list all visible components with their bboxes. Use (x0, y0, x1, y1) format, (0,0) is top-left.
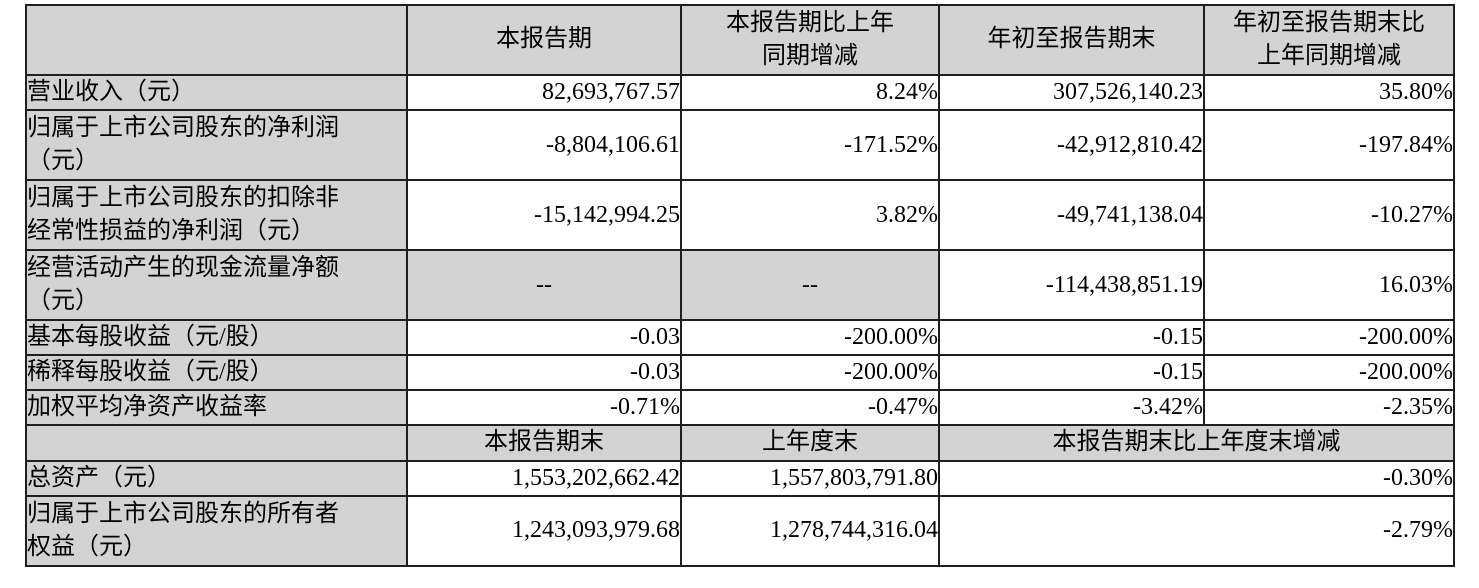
cell-period-end: 1,553,202,662.42 (406, 459, 682, 497)
financial-summary-section: 本报告期 本报告期比上年 同期增减 年初至报告期末 年初至报告期末比 上年同期增… (25, 4, 1455, 567)
cell-ytd-yoy: 16.03% (1203, 249, 1455, 322)
subheader-cell-period-end: 本报告期末 (406, 424, 682, 462)
table-row-weighted-avg-roe: 加权平均净资产收益率 -0.71% -0.47% -3.42% -2.35% (25, 389, 1455, 427)
cell-ytd-yoy: -200.00% (1203, 354, 1455, 392)
subheader-cell-corner (25, 424, 408, 462)
cell-ytd: -42,912,810.42 (938, 109, 1205, 182)
row-label: 加权平均净资产收益率 (25, 389, 408, 427)
cell-ytd-yoy: -200.00% (1203, 319, 1455, 357)
cell-current-period-yoy: 3.82% (680, 179, 940, 252)
cell-current-period: -0.03 (406, 319, 682, 357)
cell-current-period: -15,142,994.25 (406, 179, 682, 252)
cell-current-period: -0.03 (406, 354, 682, 392)
cell-ytd-yoy: -10.27% (1203, 179, 1455, 252)
row-label: 归属于上市公司股东的所有者 权益（元） (25, 494, 408, 567)
table-row-operating-cash-flow: 经营活动产生的现金流量净额 （元） -- -- -114,438,851.19 … (25, 249, 1455, 322)
row-label: 稀释每股收益（元/股） (25, 354, 408, 392)
cell-ytd: -114,438,851.19 (938, 249, 1205, 322)
row-label: 基本每股收益（元/股） (25, 319, 408, 357)
cell-prior-year-end: 1,278,744,316.04 (680, 494, 940, 567)
table-row-revenue: 营业收入（元） 82,693,767.57 8.24% 307,526,140.… (25, 73, 1455, 112)
row-label: 总资产（元） (25, 459, 408, 497)
row-label: 归属于上市公司股东的扣除非 经常性损益的净利润（元） (25, 179, 408, 252)
financial-summary-table: 本报告期 本报告期比上年 同期增减 年初至报告期末 年初至报告期末比 上年同期增… (25, 4, 1455, 567)
cell-current-period: 82,693,767.57 (406, 73, 682, 112)
cell-current-period: -0.71% (406, 389, 682, 427)
cell-ytd: -49,741,138.04 (938, 179, 1205, 252)
cell-change: -0.30% (938, 459, 1455, 497)
cell-ytd-yoy: 35.80% (1203, 73, 1455, 112)
row-label: 营业收入（元） (25, 73, 408, 112)
cell-current-period-yoy: -200.00% (680, 354, 940, 392)
cell-ytd: -0.15 (938, 319, 1205, 357)
row-label: 归属于上市公司股东的净利润 （元） (25, 109, 408, 182)
header-cell-current-period-yoy: 本报告期比上年 同期增减 (680, 4, 940, 76)
cell-ytd: 307,526,140.23 (938, 73, 1205, 112)
subheader-cell-prior-year-end: 上年度末 (680, 424, 940, 462)
cell-prior-year-end: 1,557,803,791.80 (680, 459, 940, 497)
cell-ytd-yoy: -197.84% (1203, 109, 1455, 182)
cell-current-period-yoy: -0.47% (680, 389, 940, 427)
table-row-diluted-eps: 稀释每股收益（元/股） -0.03 -200.00% -0.15 -200.00… (25, 354, 1455, 392)
cell-current-period-yoy: 8.24% (680, 73, 940, 112)
cell-period-end: 1,243,093,979.68 (406, 494, 682, 567)
header-cell-current-period: 本报告期 (406, 4, 682, 76)
header-cell-ytd: 年初至报告期末 (938, 4, 1205, 76)
table-row-net-profit-excl-nonrecurring: 归属于上市公司股东的扣除非 经常性损益的净利润（元） -15,142,994.2… (25, 179, 1455, 252)
header-row: 本报告期 本报告期比上年 同期增减 年初至报告期末 年初至报告期末比 上年同期增… (25, 4, 1455, 76)
subheader-row: 本报告期末 上年度末 本报告期末比上年度末增减 (25, 424, 1455, 462)
cell-current-period: -- (406, 249, 682, 322)
cell-change: -2.79% (938, 494, 1455, 567)
subheader-cell-change-vs-prior-year-end: 本报告期末比上年度末增减 (938, 424, 1455, 462)
cell-current-period: -8,804,106.61 (406, 109, 682, 182)
cell-ytd: -3.42% (938, 389, 1205, 427)
header-cell-ytd-yoy: 年初至报告期末比 上年同期增减 (1203, 4, 1455, 76)
table-row-net-profit: 归属于上市公司股东的净利润 （元） -8,804,106.61 -171.52%… (25, 109, 1455, 182)
table-row-total-assets: 总资产（元） 1,553,202,662.42 1,557,803,791.80… (25, 459, 1455, 497)
cell-ytd: -0.15 (938, 354, 1205, 392)
row-label: 经营活动产生的现金流量净额 （元） (25, 249, 408, 322)
table-row-basic-eps: 基本每股收益（元/股） -0.03 -200.00% -0.15 -200.00… (25, 319, 1455, 357)
cell-ytd-yoy: -2.35% (1203, 389, 1455, 427)
header-cell-corner (25, 4, 408, 76)
table-row-equity: 归属于上市公司股东的所有者 权益（元） 1,243,093,979.68 1,2… (25, 494, 1455, 567)
cell-current-period-yoy: -200.00% (680, 319, 940, 357)
cell-current-period-yoy: -- (680, 249, 940, 322)
cell-current-period-yoy: -171.52% (680, 109, 940, 182)
